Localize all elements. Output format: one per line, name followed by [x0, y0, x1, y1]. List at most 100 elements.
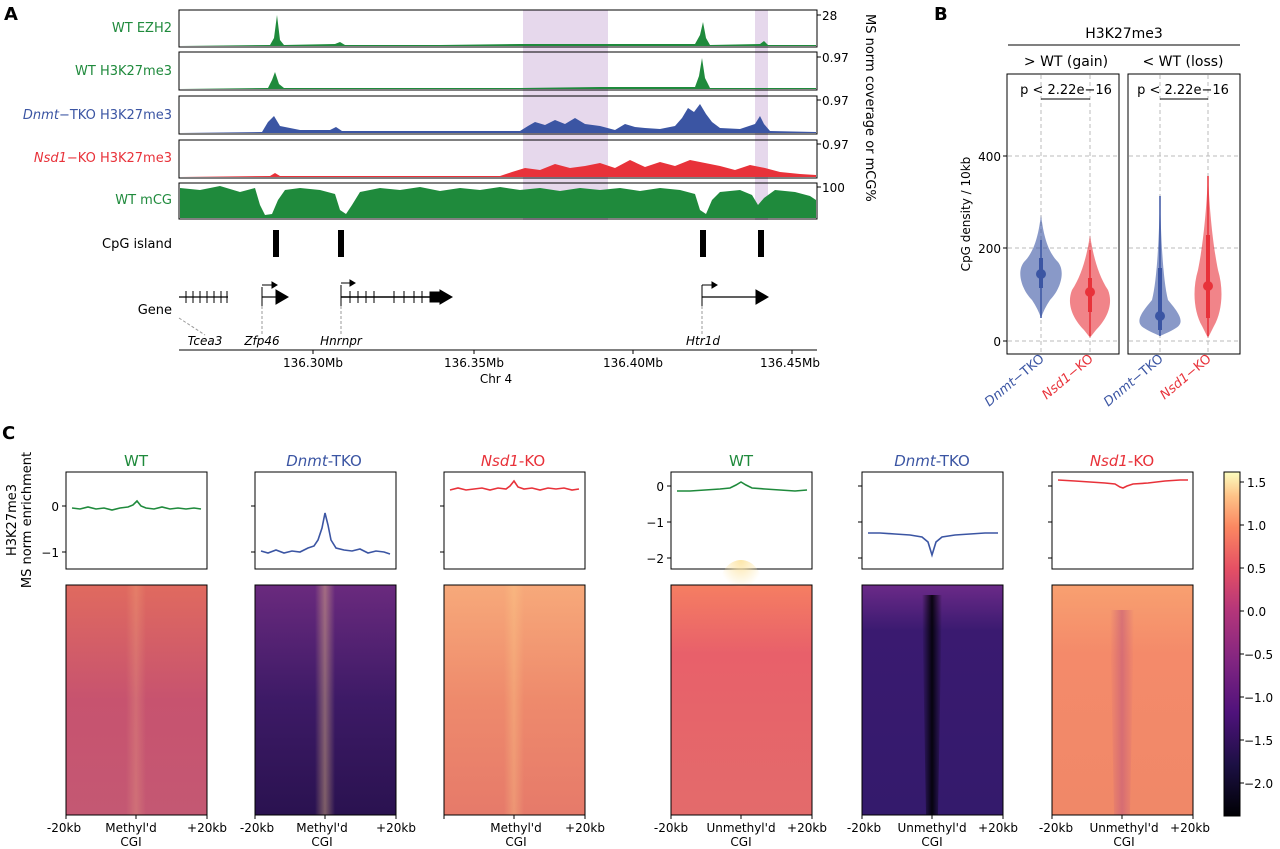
heatmap-xtick: +20kb — [1170, 821, 1210, 835]
track-label-wt-h3k27me3: WT H3K27me3 — [75, 64, 172, 79]
ytick-label: 0 — [993, 335, 1001, 349]
heatmap-xtick: +20kb — [565, 821, 605, 835]
heatmap-nsd1-unmethyl — [1052, 585, 1193, 815]
gene-name-htr1d: Htr1d — [686, 334, 720, 348]
track-nsd1-h3k27me3 — [178, 139, 818, 179]
colorbar-tick: 0.5 — [1247, 562, 1266, 576]
facet-loss-box — [1127, 73, 1241, 355]
xtick-label: 136.45Mb — [760, 356, 820, 370]
gene-name-tcea3: Tcea3 — [188, 334, 223, 348]
panel-c-ylabel-1: H3K27me3 — [5, 484, 20, 556]
violin-xtick: Nsd1−KO — [1157, 352, 1214, 403]
facet-gain-title: > WT (gain) — [1024, 54, 1108, 70]
violin-xtick: Nsd1−KO — [1039, 352, 1096, 403]
track-max-tko: 0.97 — [822, 94, 849, 108]
pvalue-gain: p < 2.22e−16 — [1020, 83, 1112, 98]
ytick-label: 400 — [978, 150, 1001, 164]
profile-line-tko-unmethyl — [868, 532, 998, 558]
track-ezh2 — [178, 9, 818, 48]
xtick-label: 136.40Mb — [603, 356, 663, 370]
profile-title-nsd1-methyl: Nsd1-KO — [481, 452, 545, 470]
xtick-label: 136.35Mb — [444, 356, 504, 370]
cpg-island-bars — [273, 230, 764, 257]
track-max-wt: 0.97 — [822, 51, 849, 65]
heatmap-tko-unmethyl — [862, 585, 1003, 815]
colorbar: 1.5 1.0 0.5 0.0 −0.5 −1.0 −1.5 −2.0 — [1223, 471, 1273, 817]
profile-ytick: 0 — [656, 480, 664, 494]
profile-line-nsd1-unmethyl — [1057, 479, 1188, 489]
colorbar-tick: −1.0 — [1244, 691, 1273, 705]
profile-ytick: −2 — [646, 552, 664, 566]
violin-gain-nsd1 — [1069, 235, 1111, 338]
colorbar-tick: −1.5 — [1244, 734, 1273, 748]
heatmap-xtick: -20kb — [47, 821, 81, 835]
heatmap-xtick: -20kb — [654, 821, 688, 835]
panel-b-ylabel: CpG density / 10kb — [959, 157, 973, 272]
heatmap-xtick: Unmethyl'd — [1089, 821, 1158, 835]
track-max-mcg: 100 — [822, 181, 845, 195]
heatmap-xtick: Unmethyl'd — [706, 821, 775, 835]
profile-box — [1051, 471, 1194, 570]
heatmap-xtick: +20kb — [187, 821, 227, 835]
profile-title-tko-methyl: Dnmt-TKO — [286, 452, 362, 470]
heatmap-xtick: Methyl'd — [105, 821, 156, 835]
violin-xtick: Dnmt−TKO — [982, 352, 1047, 410]
track-wt-mcg — [178, 182, 818, 220]
track-label-wt-mcg: WT mCG — [115, 193, 172, 208]
profile-ytick: −1 — [646, 516, 664, 530]
panel-b-title: H3K27me3 — [1085, 26, 1163, 42]
gene-label: Gene — [138, 303, 172, 318]
heatmap-xtick: CGI — [120, 835, 141, 849]
heatmap-xtick: +20kb — [376, 821, 416, 835]
track-label-nsd1-h3k27me3: Nsd1−KO H3K27me3 — [34, 151, 172, 166]
gene-name-zfp46: Zfp46 — [243, 334, 280, 348]
heatmap-wt-unmethyl — [671, 560, 812, 815]
profile-title-nsd1-unmethyl: Nsd1-KO — [1090, 452, 1154, 470]
track-max-ezh2: 28 — [822, 9, 837, 23]
colorbar-tick: 1.0 — [1247, 519, 1266, 533]
facet-loss-title: < WT (loss) — [1143, 54, 1224, 70]
profile-box — [443, 471, 586, 570]
track-tko-h3k27me3 — [178, 95, 818, 135]
profile-box — [65, 471, 208, 570]
ytick-label: 200 — [978, 242, 1001, 256]
panel-c-label: C — [2, 423, 15, 444]
heatmap-xtick: Unmethyl'd — [897, 821, 966, 835]
track-label-ezh2: WT EZH2 — [112, 21, 172, 36]
violin-gain-tko — [1020, 215, 1062, 318]
right-axis-label: MS norm coverage or mCG% — [862, 14, 877, 202]
heatmap-xtick: CGI — [311, 835, 332, 849]
track-label-tko-h3k27me3: Dnmt−TKO H3K27me3 — [23, 108, 172, 123]
heatmap-xtick: Methyl'd — [296, 821, 347, 835]
heatmap-xtick: CGI — [505, 835, 526, 849]
heatmap-xtick: CGI — [921, 835, 942, 849]
heatmap-xtick: +20kb — [787, 821, 827, 835]
heatmap-xtick: Methyl'd — [490, 821, 541, 835]
profile-line-wt-unmethyl — [677, 481, 808, 492]
highlight-region — [755, 10, 768, 220]
panel-a-label: A — [4, 4, 18, 25]
profile-ytick: −1 — [41, 546, 59, 560]
facet-gain-box — [1006, 73, 1120, 355]
colorbar-tick: 0.0 — [1247, 605, 1266, 619]
gene-name-hnrnpr: Hnrnpr — [320, 334, 363, 348]
profile-box — [254, 471, 397, 570]
profile-line-nsd1-methyl — [449, 479, 580, 491]
heatmap-xtick: -20kb — [1039, 821, 1073, 835]
colorbar-tick: 1.5 — [1247, 476, 1266, 490]
colorbar-tick: −0.5 — [1244, 648, 1273, 662]
heatmap-tko-methyl — [255, 585, 396, 815]
profile-title-wt-unmethyl: WT — [729, 452, 754, 470]
profile-title-tko-unmethyl: Dnmt-TKO — [894, 452, 970, 470]
track-wt-h3k27me3 — [178, 51, 818, 91]
heatmap-nsd1-methyl — [444, 585, 585, 815]
heatmap-xtick: -20kb — [240, 821, 274, 835]
profile-ytick: 0 — [51, 500, 59, 514]
heatmap-wt-methyl — [66, 585, 207, 815]
violin-xtick: Dnmt−TKO — [1101, 352, 1166, 410]
xtick-label: 136.30Mb — [283, 356, 343, 370]
violin-loss-nsd1 — [1194, 175, 1222, 338]
pvalue-loss: p < 2.22e−16 — [1137, 83, 1229, 98]
profile-line-tko-methyl — [260, 512, 391, 555]
